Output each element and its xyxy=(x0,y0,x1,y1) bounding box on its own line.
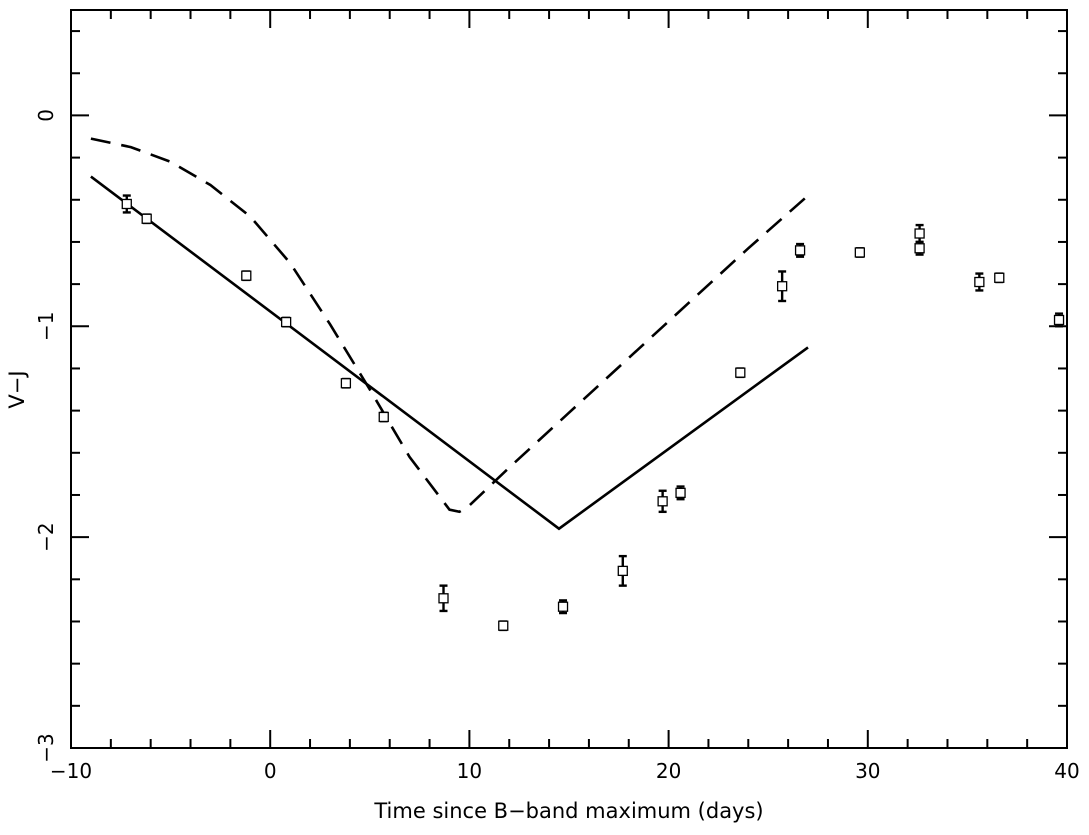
point-marker xyxy=(854,247,865,258)
axis-tick-labels: −10 0 10 20 30 40 0 −1 −2 −3 xyxy=(34,109,1080,783)
model-curves xyxy=(90,137,809,531)
x-tick-label: 10 xyxy=(457,759,482,783)
axis-ticks xyxy=(70,10,1068,749)
point-marker xyxy=(557,601,569,612)
x-tick-label: 0 xyxy=(264,759,277,783)
point-marker xyxy=(141,213,152,224)
data-point xyxy=(438,584,449,613)
point-marker xyxy=(794,245,806,256)
data-point xyxy=(657,489,668,514)
data-point xyxy=(1053,312,1065,328)
x-tick-label: 20 xyxy=(656,759,681,783)
data-point xyxy=(498,620,509,632)
data-point xyxy=(914,240,925,256)
point-marker xyxy=(914,228,925,239)
point-marker xyxy=(994,272,1005,283)
data-point xyxy=(994,272,1005,284)
plot-frame xyxy=(70,9,1068,749)
y-tick-label: −1 xyxy=(34,312,58,341)
model-curve-dashed xyxy=(90,137,809,514)
data-point xyxy=(794,242,806,258)
model-curve-solid xyxy=(90,175,809,531)
y-tick-label: −3 xyxy=(34,733,58,762)
data-point xyxy=(735,367,746,379)
data-point xyxy=(241,270,252,282)
point-marker xyxy=(735,367,746,378)
data-point xyxy=(776,270,788,303)
point-marker xyxy=(498,620,509,631)
data-point xyxy=(617,554,628,587)
point-marker xyxy=(675,487,686,499)
data-point xyxy=(675,485,686,501)
x-tick-label: 40 xyxy=(1054,759,1079,783)
data-points xyxy=(121,194,1065,632)
point-marker xyxy=(340,378,352,389)
x-axis-title: Time since B−band maximum (days) xyxy=(373,799,763,823)
data-point xyxy=(280,316,292,328)
data-point xyxy=(121,194,132,214)
point-marker xyxy=(657,496,668,507)
point-marker xyxy=(378,411,389,423)
point-marker xyxy=(1053,314,1065,326)
point-marker xyxy=(776,281,788,292)
data-point xyxy=(914,223,925,244)
point-marker xyxy=(121,198,132,210)
point-marker xyxy=(974,276,985,288)
point-marker xyxy=(438,593,449,604)
point-marker xyxy=(280,316,292,328)
data-point xyxy=(141,213,152,225)
data-point xyxy=(340,377,352,389)
y-tick-label: −2 xyxy=(34,522,58,551)
x-tick-label: −10 xyxy=(50,759,92,783)
point-marker xyxy=(617,565,628,577)
data-point xyxy=(974,272,985,292)
x-tick-label: 30 xyxy=(855,759,880,783)
point-marker xyxy=(241,270,252,281)
data-point xyxy=(557,599,569,615)
y-tick-label: 0 xyxy=(34,109,58,122)
y-axis-title: V−J xyxy=(5,370,29,408)
data-point xyxy=(854,247,865,258)
data-point xyxy=(378,411,389,423)
point-marker xyxy=(914,243,925,254)
